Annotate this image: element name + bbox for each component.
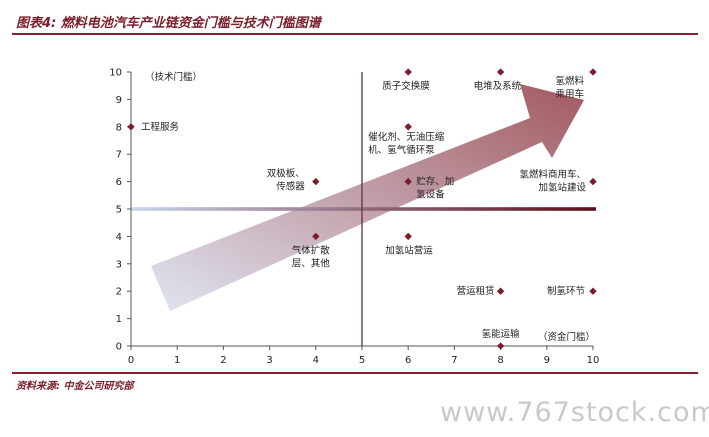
x-tick-label: 4 — [313, 355, 319, 366]
x-tick-label: 6 — [405, 355, 411, 366]
data-point-label: 工程服务 — [141, 121, 180, 133]
data-point-label: 气体扩散 — [292, 244, 331, 256]
y-tick-label: 5 — [116, 205, 122, 216]
y-tick-label: 3 — [116, 259, 122, 270]
y-tick-label: 8 — [116, 122, 122, 133]
figure-title: 图表4: 燃料电池汽车产业链资金门槛与技术门槛图谱 — [16, 16, 321, 31]
data-point-marker — [404, 232, 412, 241]
y-tick-label: 4 — [116, 232, 122, 243]
y-tick-label: 7 — [116, 150, 122, 161]
y-tick-label: 9 — [116, 95, 122, 106]
data-point-label: 制氢环节 — [547, 285, 585, 297]
data-point-label: 机、氢气循环泵 — [368, 144, 435, 156]
data-point-label: 营运租赁 — [457, 285, 495, 297]
x-tick-label: 10 — [587, 355, 600, 366]
y-tick-label: 10 — [109, 68, 122, 79]
x-axis-label: （资金门槛） — [538, 331, 595, 343]
data-point-marker — [496, 287, 505, 295]
data-point-label: 氢燃料商用车、 — [519, 169, 586, 181]
data-point-marker — [589, 68, 597, 76]
x-tick-label: 0 — [128, 355, 134, 366]
data-point-marker — [496, 342, 505, 350]
y-axis-label: （技术门槛） — [145, 71, 202, 83]
data-point-label: 乘用车 — [555, 88, 584, 100]
data-point-label: 贮存、加 — [416, 176, 454, 188]
data-point-label: 层、其他 — [292, 257, 331, 269]
y-tick-label: 6 — [116, 177, 122, 188]
data-point-marker — [496, 68, 505, 76]
data-point-label: 催化剂、无油压缩 — [368, 131, 445, 143]
header-divider — [12, 33, 698, 35]
source-note: 资料来源: 中金公司研究部 — [16, 381, 134, 392]
data-point-label: 加氢站营运 — [385, 244, 433, 256]
y-tick-label: 2 — [116, 287, 122, 298]
x-tick-label: 3 — [266, 355, 272, 366]
data-point-label: 氢能运输 — [482, 328, 521, 340]
data-point-marker — [312, 177, 320, 186]
x-tick-label: 2 — [220, 355, 226, 366]
data-point-label: 双极板、 — [267, 168, 305, 180]
x-tick-label: 7 — [451, 355, 457, 366]
data-point-marker — [589, 287, 597, 295]
data-point-marker — [127, 123, 135, 131]
horizontal-divider — [131, 207, 596, 211]
data-point-marker — [404, 68, 412, 76]
y-tick-label: 1 — [116, 314, 122, 325]
data-point-label: 质子交换膜 — [382, 80, 430, 92]
data-point-label: 氢设备 — [416, 189, 445, 201]
x-tick-label: 9 — [544, 355, 550, 366]
y-tick-label: 0 — [116, 342, 122, 353]
watermark: www.767stock.com — [440, 397, 709, 428]
trend-arrow — [151, 84, 584, 311]
data-point-label: 加氢站建设 — [538, 182, 586, 194]
x-tick-label: 1 — [174, 355, 180, 366]
x-tick-label: 8 — [497, 355, 503, 366]
data-point-marker — [589, 177, 597, 186]
data-point-label: 氢燃料 — [555, 75, 584, 87]
footer-divider — [12, 372, 698, 374]
data-point-label: 传感器 — [276, 181, 305, 193]
x-tick-label: 5 — [359, 355, 365, 366]
data-point-marker — [404, 123, 412, 131]
data-point-label: 电堆及系统 — [474, 80, 522, 92]
data-point-marker — [404, 177, 412, 186]
